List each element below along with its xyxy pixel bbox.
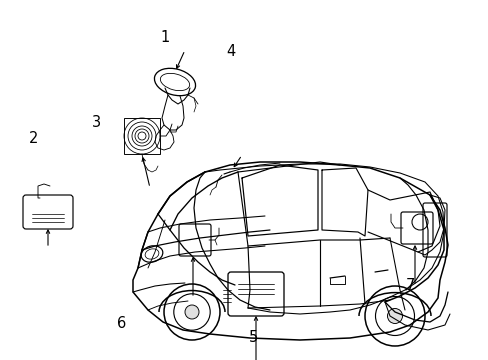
Circle shape	[386, 309, 402, 324]
Text: 7: 7	[405, 278, 415, 293]
Bar	[124, 118, 160, 154]
Circle shape	[184, 305, 199, 319]
Text: 3: 3	[92, 115, 101, 130]
Text: 5: 5	[248, 330, 257, 345]
Text: 2: 2	[28, 131, 38, 146]
Text: 4: 4	[226, 44, 235, 59]
Text: 1: 1	[161, 30, 169, 45]
Text: 6: 6	[117, 316, 125, 332]
